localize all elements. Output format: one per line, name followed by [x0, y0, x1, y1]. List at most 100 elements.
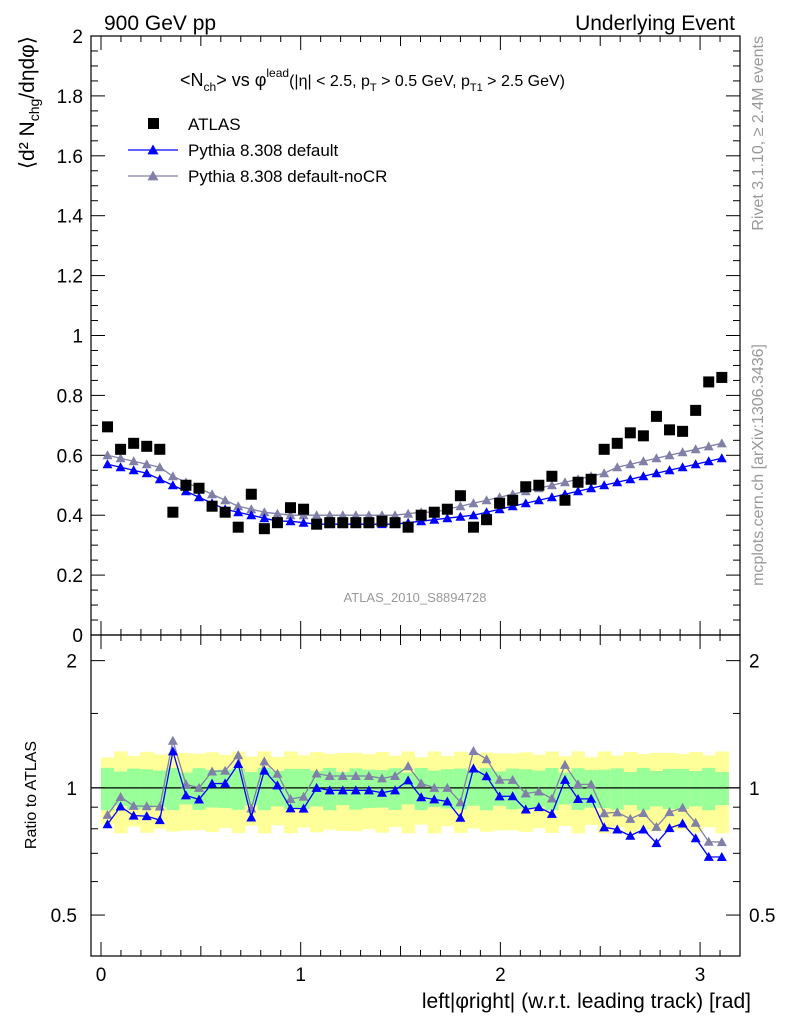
pythia-default-ratio-point: [559, 774, 570, 784]
y-tick-label-ratio-right: 2: [749, 652, 760, 673]
atlas-data-point: [572, 476, 584, 488]
pythia-nocr-ratio-point: [625, 813, 636, 823]
pythia-default-point: [638, 471, 649, 481]
pythia-nocr-ratio-point: [311, 768, 322, 778]
pythia-default-point: [141, 468, 152, 478]
pythia-default-point: [194, 492, 205, 502]
atlas-data-point: [481, 514, 493, 526]
pythia-default-point: [573, 486, 584, 496]
header-left: 900 GeV pp: [104, 12, 216, 35]
pythia-nocr-ratio-point: [573, 779, 584, 789]
y-tick-label-main: 2: [72, 27, 83, 48]
legend-marker-triangle: [147, 170, 159, 181]
pythia-nocr-ratio-point: [272, 768, 283, 778]
header-right: Underlying Event: [575, 12, 735, 35]
y-tick-label-main: 0.4: [57, 506, 84, 527]
uncertainty-band-stat: [636, 767, 651, 811]
pythia-default-point: [468, 510, 479, 520]
atlas-data-point: [703, 376, 715, 388]
pythia-default-point: [115, 462, 126, 472]
pythia-default-point: [599, 480, 610, 490]
pythia-default-ratio-point: [115, 801, 126, 811]
pythia-nocr-point: [324, 510, 335, 520]
y-tick-label-ratio: 2: [66, 652, 77, 673]
pythia-nocr-point: [220, 495, 231, 505]
uncertainty-band-stat: [127, 768, 141, 810]
uncertainty-band-stat: [401, 772, 416, 805]
x-axis-label: left|φright| (w.r.t. leading track) [rad…: [422, 990, 751, 1013]
pythia-nocr-ratio-point: [494, 774, 505, 784]
x-tick-label: 0: [96, 965, 107, 986]
atlas-data-point: [546, 470, 558, 482]
legend-marker-square: [148, 118, 159, 129]
atlas-data-point: [363, 517, 375, 529]
pythia-nocr-point: [612, 462, 623, 472]
uncertainty-band-stat: [571, 768, 586, 810]
x-tick-label: 2: [495, 965, 506, 986]
atlas-data-point: [690, 404, 702, 416]
pythia-default-point: [154, 474, 165, 484]
legend-label: Pythia 8.308 default: [188, 141, 339, 160]
pythia-nocr-ratio-point: [455, 797, 466, 807]
atlas-data-point: [716, 371, 728, 383]
pythia-nocr-point: [546, 480, 557, 490]
uncertainty-band-stat: [153, 770, 167, 807]
pythia-nocr-ratio-point: [664, 807, 675, 817]
pythia-default-ratio-point: [716, 851, 727, 861]
pythia-default-ratio-point: [350, 785, 361, 795]
legend-label: ATLAS: [188, 115, 241, 134]
pythia-default-ratio-point: [586, 793, 597, 803]
atlas-data-point: [507, 494, 519, 506]
pythia-default-ratio-point: [141, 811, 152, 821]
pythia-default-ratio-point: [154, 815, 165, 825]
pythia-default-ratio-point: [363, 785, 374, 795]
pythia-nocr-point: [677, 447, 688, 457]
atlas-data-point: [245, 488, 257, 500]
uncertainty-band-stat: [623, 772, 638, 806]
pythia-default-point: [625, 474, 636, 484]
atlas-data-point: [637, 430, 649, 442]
pythia-default-ratio-point: [703, 851, 714, 861]
pythia-default-ratio-point: [337, 785, 348, 795]
uncertainty-band-stat: [689, 771, 703, 807]
pythia-nocr-ratio-point: [638, 807, 649, 817]
atlas-data-point: [115, 443, 127, 455]
atlas-data-point: [677, 425, 689, 437]
uncertainty-band-stat: [100, 767, 115, 811]
pythia-default-ratio-point: [507, 791, 518, 801]
pythia-nocr-point: [690, 444, 701, 454]
pythia-nocr-point: [390, 510, 401, 520]
pythia-default-ratio-point: [468, 763, 479, 773]
pythia-default-ratio-point: [194, 794, 205, 804]
y-tick-label-main: 0.6: [57, 446, 83, 467]
pythia-nocr-ratio-point: [376, 773, 387, 783]
pythia-nocr-ratio-point: [612, 807, 623, 817]
analysis-watermark: ATLAS_2010_S8894728: [344, 590, 487, 605]
atlas-data-point: [232, 521, 244, 533]
pythia-nocr-ratio-point: [429, 782, 440, 792]
y-axis-label-main: ⟨d² Nchg/dηdφ⟩: [16, 36, 42, 169]
atlas-data-point: [441, 503, 453, 515]
atlas-data-point: [454, 490, 466, 502]
atlas-data-point: [376, 515, 388, 527]
atlas-data-point: [559, 494, 571, 506]
pythia-default-point: [651, 468, 662, 478]
atlas-data-point: [520, 481, 532, 493]
pythia-nocr-ratio-point: [194, 782, 205, 792]
atlas-data-point: [324, 517, 336, 529]
pythia-nocr-point: [651, 453, 662, 463]
pythia-nocr-point: [703, 441, 714, 451]
pythia-nocr-ratio-point: [703, 836, 714, 846]
pythia-default-ratio-point: [638, 824, 649, 834]
pythia-nocr-ratio-point: [115, 791, 126, 801]
uncertainty-band-stat: [257, 767, 272, 811]
pythia-nocr-point: [625, 459, 636, 469]
y-tick-label-main: 0.8: [57, 386, 83, 407]
x-tick-label: 1: [295, 965, 306, 986]
pythia-nocr-point: [468, 498, 479, 508]
pythia-default-ratio-point: [324, 785, 335, 795]
pythia-nocr-point: [311, 510, 322, 520]
uncertainty-band-stat: [140, 769, 154, 809]
pythia-nocr-ratio-point: [403, 761, 414, 771]
uncertainty-band-stat: [166, 767, 181, 811]
